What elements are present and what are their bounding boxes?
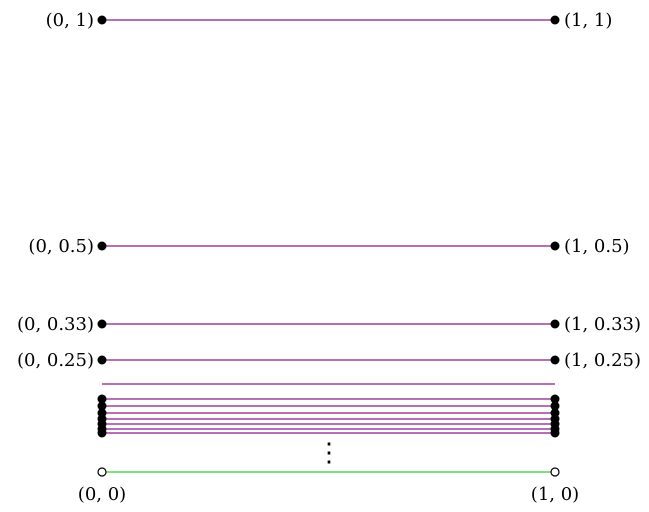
vertical-ellipsis: ⋮ — [316, 438, 342, 468]
segment-y-1: (0, 1) (1, 1) — [46, 10, 613, 31]
endpoint-right-y-1 — [550, 15, 560, 25]
open-endpoint-right — [550, 467, 560, 477]
label-right-y-0: (1, 0) — [531, 484, 579, 505]
open-endpoint-left — [97, 467, 107, 477]
endpoint-left-y-1 — [97, 15, 107, 25]
segment-y-0-5: (0, 0.5) (1, 0.5) — [28, 236, 629, 257]
label-right-y-0-25: (1, 0.25) — [564, 350, 641, 371]
endpoint-left-stack-7 — [97, 428, 107, 438]
label-left-y-0-25: (0, 0.25) — [17, 350, 94, 371]
endpoint-right-stack-1 — [550, 394, 560, 404]
endpoint-right-y-0-5 — [550, 241, 560, 251]
label-left-y-0-5: (0, 0.5) — [28, 236, 94, 257]
endpoint-right-stack-7 — [550, 428, 560, 438]
endpoint-right-stack-2 — [550, 401, 560, 411]
limit-segment-y-0: (0, 0) (1, 0) — [78, 467, 579, 505]
segment-y-0-25: (0, 0.25) (1, 0.25) — [17, 350, 641, 371]
label-left-y-0-33: (0, 0.33) — [17, 314, 94, 335]
endpoint-left-y-0-33 — [97, 319, 107, 329]
endpoint-left-y-0-25 — [97, 355, 107, 365]
label-left-y-0: (0, 0) — [78, 484, 126, 505]
segment-y-0-33: (0, 0.33) (1, 0.33) — [17, 314, 641, 335]
label-right-y-1: (1, 1) — [564, 10, 612, 31]
label-right-y-0-5: (1, 0.5) — [564, 236, 630, 257]
endpoint-right-y-0-25 — [550, 355, 560, 365]
accumulating-segments — [97, 394, 560, 438]
label-right-y-0-33: (1, 0.33) — [564, 314, 641, 335]
endpoint-left-stack-2 — [97, 401, 107, 411]
endpoint-left-stack-1 — [97, 394, 107, 404]
label-left-y-1: (0, 1) — [46, 10, 94, 31]
endpoint-right-y-0-33 — [550, 319, 560, 329]
endpoint-left-y-0-5 — [97, 241, 107, 251]
